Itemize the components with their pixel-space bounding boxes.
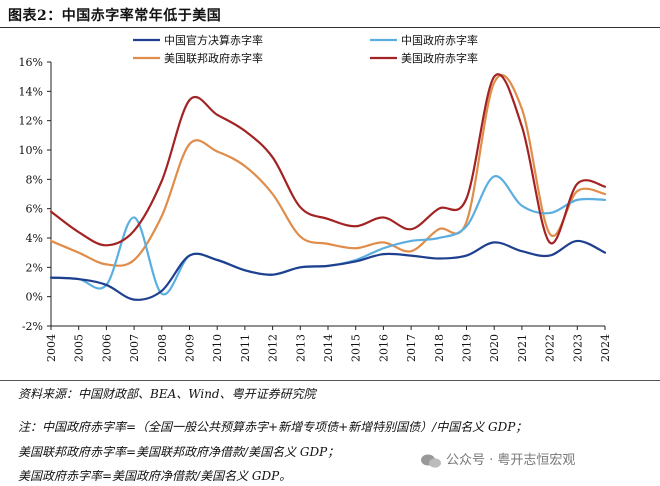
series-line-cn_official (49, 239, 607, 301)
x-tick-label: 2017 (405, 334, 418, 362)
x-tick-label: 2024 (599, 334, 612, 362)
x-tick-label: 2010 (211, 334, 224, 362)
x-tick-label: 2013 (294, 334, 307, 362)
x-tick-label: 2009 (184, 334, 197, 362)
title-rule (0, 27, 660, 28)
wechat-icon (421, 454, 441, 468)
y-tick-label: 6% (26, 203, 43, 216)
x-tick-label: 2019 (461, 334, 474, 362)
watermark: 公众号 · 粤开志恒宏观 (420, 449, 575, 469)
y-tick-label: 12% (19, 115, 43, 128)
series-line-us_federal (49, 74, 607, 267)
y-tick-label: -2% (22, 320, 43, 333)
y-tick-label: 16% (19, 56, 43, 69)
y-tick-label: 4% (26, 232, 43, 245)
y-tick-label: 0% (26, 291, 43, 304)
x-tick-label: 2006 (100, 334, 113, 362)
x-tick-label: 2005 (73, 334, 86, 362)
x-tick-label: 2015 (350, 334, 363, 362)
footnote-2: 美国联邦政府赤字率=美国联邦政府净借款/美国名义 GDP； (18, 445, 340, 459)
x-tick-label: 2014 (322, 334, 335, 362)
x-tick-label: 2016 (377, 334, 390, 362)
legend-label: 中国官方决算赤字率 (164, 33, 263, 47)
x-tick-label: 2012 (267, 334, 280, 362)
legend-label: 美国联邦政府赤字率 (164, 51, 263, 65)
plot-area: -2% 0% 2% 4% 6% 8% 10% 12% 14% 16% 2004 2005 2006 200… (19, 56, 612, 362)
y-tick-label: 2% (26, 261, 43, 274)
x-tick-label: 2022 (544, 334, 557, 362)
x-tick-label: 2018 (433, 334, 446, 362)
x-tick-label: 2008 (156, 334, 169, 362)
y-tick-label: 10% (19, 144, 43, 157)
figure-title: 图表2：中国赤字率常年低于美国 (8, 8, 222, 24)
legend-label: 中国政府赤字率 (401, 33, 478, 47)
series-line-cn_gov (49, 175, 607, 296)
y-tick-label: 8% (26, 173, 43, 186)
x-tick-label: 2011 (239, 334, 252, 362)
footnote-1: 注：中国政府赤字率=（全国一般公共预算赤字+新增专项债+新增特别国债）/中国名义… (18, 420, 528, 434)
source-rule (0, 380, 660, 381)
footnote-3: 美国政府赤字率=美国政府净借款/美国名义 GDP。 (18, 469, 292, 483)
x-tick-label: 2004 (45, 334, 58, 362)
x-tick-label: 2020 (488, 334, 501, 362)
y-tick-label: 14% (19, 85, 43, 98)
source-note: 资料来源：中国财政部、BEA、Wind、粤开证券研究院 (18, 387, 316, 401)
series-line-us_gov (49, 73, 607, 247)
x-tick-label: 2007 (128, 334, 141, 362)
x-tick-label: 2021 (516, 334, 529, 362)
watermark-text: 公众号 · 粤开志恒宏观 (446, 453, 576, 468)
legend-label: 美国政府赤字率 (401, 51, 478, 65)
x-tick-label: 2023 (571, 334, 584, 362)
